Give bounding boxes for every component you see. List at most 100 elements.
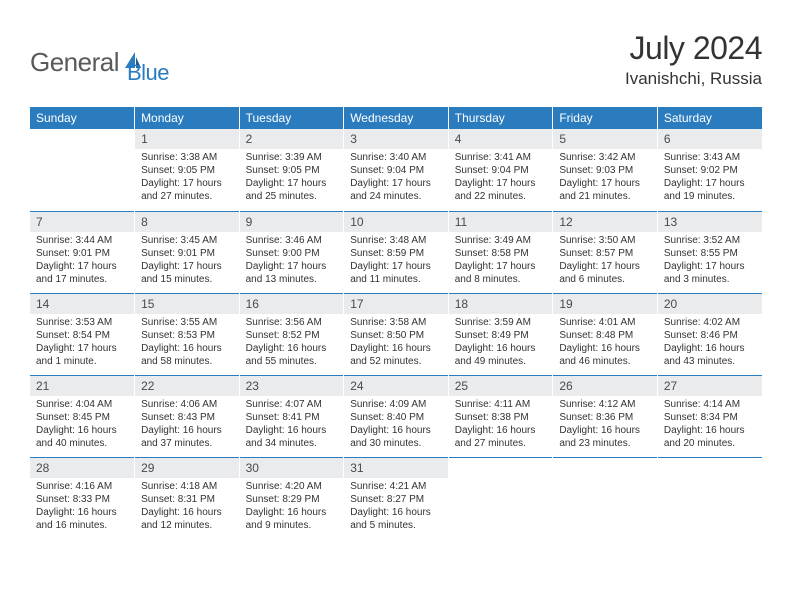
day-number: 21: [30, 376, 134, 396]
calendar-day-cell: 20Sunrise: 4:02 AMSunset: 8:46 PMDayligh…: [657, 293, 762, 375]
day-number: 15: [135, 294, 239, 314]
sunset-text: Sunset: 9:01 PM: [141, 247, 233, 260]
location-label: Ivanishchi, Russia: [625, 69, 762, 89]
day-details: Sunrise: 3:52 AMSunset: 8:55 PMDaylight:…: [658, 232, 762, 290]
day-details: Sunrise: 3:41 AMSunset: 9:04 PMDaylight:…: [449, 149, 553, 207]
weekday-header: Sunday: [30, 107, 135, 129]
day-details: Sunrise: 3:42 AMSunset: 9:03 PMDaylight:…: [553, 149, 657, 207]
sunset-text: Sunset: 8:40 PM: [350, 411, 442, 424]
day-details: Sunrise: 4:02 AMSunset: 8:46 PMDaylight:…: [658, 314, 762, 372]
sunset-text: Sunset: 8:31 PM: [141, 493, 233, 506]
day-details: Sunrise: 3:43 AMSunset: 9:02 PMDaylight:…: [658, 149, 762, 207]
month-title: July 2024: [625, 30, 762, 67]
day-number: 30: [240, 458, 344, 478]
day-number: 9: [240, 212, 344, 232]
day-number: 23: [240, 376, 344, 396]
sunset-text: Sunset: 9:04 PM: [350, 164, 442, 177]
calendar-day-cell: [553, 457, 658, 539]
sunrise-text: Sunrise: 3:58 AM: [350, 316, 442, 329]
calendar-day-cell: 17Sunrise: 3:58 AMSunset: 8:50 PMDayligh…: [344, 293, 449, 375]
calendar-day-cell: 31 Sunrise: 4:21 AMSunset: 8:27 PMDayligh…: [344, 457, 449, 539]
day-details: Sunrise: 3:48 AMSunset: 8:59 PMDaylight:…: [344, 232, 448, 290]
day-number: 4: [449, 129, 553, 149]
calendar-day-cell: 23Sunrise: 4:07 AMSunset: 8:41 PMDayligh…: [239, 375, 344, 457]
day-details: Sunrise: 3:55 AMSunset: 8:53 PMDaylight:…: [135, 314, 239, 372]
sunset-text: Sunset: 9:01 PM: [36, 247, 128, 260]
day-number: 24: [344, 376, 448, 396]
sunset-text: Sunset: 8:54 PM: [36, 329, 128, 342]
sunrise-text: Sunrise: 3:44 AM: [36, 234, 128, 247]
sunset-text: Sunset: 8:27 PM: [350, 493, 442, 506]
day-number: 31: [344, 458, 448, 478]
calendar-day-cell: 12Sunrise: 3:50 AMSunset: 8:57 PMDayligh…: [553, 211, 658, 293]
calendar-week-row: 28Sunrise: 4:16 AMSunset: 8:33 PMDayligh…: [30, 457, 762, 539]
calendar-day-cell: 27Sunrise: 4:14 AMSunset: 8:34 PMDayligh…: [657, 375, 762, 457]
daylight-text: Daylight: 16 hours and 55 minutes.: [246, 342, 338, 368]
sunset-text: Sunset: 8:49 PM: [455, 329, 547, 342]
calendar-day-cell: 22Sunrise: 4:06 AMSunset: 8:43 PMDayligh…: [135, 375, 240, 457]
sunrise-text: Sunrise: 3:43 AM: [664, 151, 756, 164]
daylight-text: Daylight: 17 hours and 19 minutes.: [664, 177, 756, 203]
weekday-header: Monday: [135, 107, 240, 129]
daylight-text: Daylight: 16 hours and 12 minutes.: [141, 506, 233, 532]
sunrise-text: Sunrise: 4:09 AM: [350, 398, 442, 411]
daylight-text: Daylight: 17 hours and 25 minutes.: [246, 177, 338, 203]
calendar-day-cell: 29Sunrise: 4:18 AMSunset: 8:31 PMDayligh…: [135, 457, 240, 539]
day-details: Sunrise: 4:04 AMSunset: 8:45 PMDaylight:…: [30, 396, 134, 454]
sunset-text: Sunset: 8:53 PM: [141, 329, 233, 342]
day-number: 27: [658, 376, 762, 396]
sunrise-text: Sunrise: 4:02 AM: [664, 316, 756, 329]
daylight-text: Daylight: 17 hours and 21 minutes.: [559, 177, 651, 203]
sunset-text: Sunset: 9:05 PM: [246, 164, 338, 177]
day-details: Sunrise: 4:20 AMSunset: 8:29 PMDaylight:…: [240, 478, 344, 536]
day-number: 19: [553, 294, 657, 314]
day-number: 14: [30, 294, 134, 314]
sunrise-text: Sunrise: 3:53 AM: [36, 316, 128, 329]
sunrise-text: Sunrise: 3:56 AM: [246, 316, 338, 329]
day-details: Sunrise: 3:49 AMSunset: 8:58 PMDaylight:…: [449, 232, 553, 290]
day-details: Sunrise: 3:50 AMSunset: 8:57 PMDaylight:…: [553, 232, 657, 290]
sunrise-text: Sunrise: 3:50 AM: [559, 234, 651, 247]
day-number: 6: [658, 129, 762, 149]
sunset-text: Sunset: 8:46 PM: [664, 329, 756, 342]
weekday-header: Friday: [553, 107, 658, 129]
day-details: Sunrise: 4:18 AMSunset: 8:31 PMDaylight:…: [135, 478, 239, 536]
day-details: Sunrise: 3:56 AMSunset: 8:52 PMDaylight:…: [240, 314, 344, 372]
weekday-header: Wednesday: [344, 107, 449, 129]
calendar-day-cell: 3Sunrise: 3:40 AMSunset: 9:04 PMDaylight…: [344, 129, 449, 211]
sunrise-text: Sunrise: 3:42 AM: [559, 151, 651, 164]
weekday-header: Thursday: [448, 107, 553, 129]
title-block: July 2024 Ivanishchi, Russia: [625, 30, 762, 89]
daylight-text: Daylight: 17 hours and 22 minutes.: [455, 177, 547, 203]
sunrise-text: Sunrise: 4:20 AM: [246, 480, 338, 493]
sunrise-text: Sunrise: 4:21 AM: [350, 480, 442, 493]
sunrise-text: Sunrise: 3:39 AM: [246, 151, 338, 164]
sunrise-text: Sunrise: 3:46 AM: [246, 234, 338, 247]
sunset-text: Sunset: 8:38 PM: [455, 411, 547, 424]
sunrise-text: Sunrise: 4:12 AM: [559, 398, 651, 411]
sunset-text: Sunset: 8:58 PM: [455, 247, 547, 260]
daylight-text: Daylight: 16 hours and 49 minutes.: [455, 342, 547, 368]
sunrise-text: Sunrise: 4:01 AM: [559, 316, 651, 329]
calendar-day-cell: [448, 457, 553, 539]
calendar-day-cell: 14Sunrise: 3:53 AMSunset: 8:54 PMDayligh…: [30, 293, 135, 375]
calendar-day-cell: 25Sunrise: 4:11 AMSunset: 8:38 PMDayligh…: [448, 375, 553, 457]
sunrise-text: Sunrise: 3:49 AM: [455, 234, 547, 247]
sunrise-text: Sunrise: 3:45 AM: [141, 234, 233, 247]
sunrise-text: Sunrise: 3:40 AM: [350, 151, 442, 164]
sunset-text: Sunset: 9:04 PM: [455, 164, 547, 177]
calendar-day-cell: 2Sunrise: 3:39 AMSunset: 9:05 PMDaylight…: [239, 129, 344, 211]
day-details: Sunrise: 4:14 AMSunset: 8:34 PMDaylight:…: [658, 396, 762, 454]
calendar-day-cell: 21Sunrise: 4:04 AMSunset: 8:45 PMDayligh…: [30, 375, 135, 457]
daylight-text: Daylight: 16 hours and 5 minutes.: [350, 506, 442, 532]
day-number: 25: [449, 376, 553, 396]
sunset-text: Sunset: 8:57 PM: [559, 247, 651, 260]
day-details: Sunrise: 4:07 AMSunset: 8:41 PMDaylight:…: [240, 396, 344, 454]
sunrise-text: Sunrise: 4:07 AM: [246, 398, 338, 411]
calendar-day-cell: 19Sunrise: 4:01 AMSunset: 8:48 PMDayligh…: [553, 293, 658, 375]
day-details: Sunrise: 3:46 AMSunset: 9:00 PMDaylight:…: [240, 232, 344, 290]
sunset-text: Sunset: 9:00 PM: [246, 247, 338, 260]
brand-text-blue: Blue: [127, 60, 169, 86]
sunrise-text: Sunrise: 3:41 AM: [455, 151, 547, 164]
day-number: 11: [449, 212, 553, 232]
